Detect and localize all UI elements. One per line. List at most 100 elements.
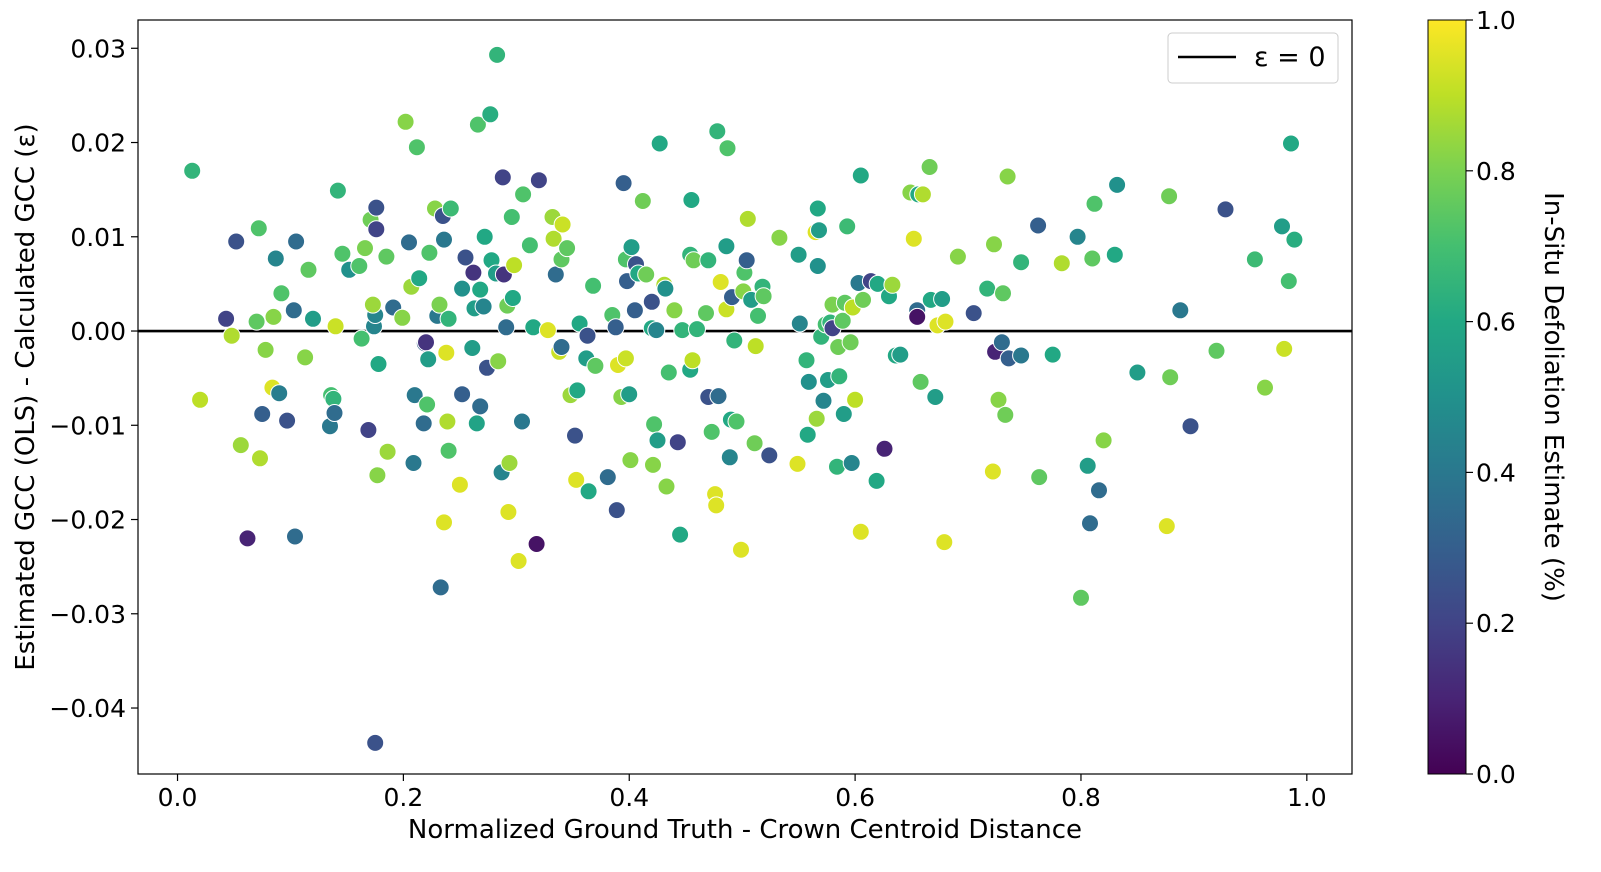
data-point-150 [642, 292, 661, 311]
data-point-35 [359, 421, 378, 439]
data-point-148 [644, 455, 662, 474]
data-point-10 [253, 405, 272, 423]
colorbar: 0.0 0.2 0.4 0.6 0.8 1.0 In-Situ Defoliation E… [1427, 6, 1568, 789]
data-point-256 [983, 462, 1002, 481]
data-point-19 [286, 527, 304, 546]
data-point-141 [622, 238, 641, 257]
data-point-60 [419, 350, 438, 369]
data-point-64 [430, 295, 449, 314]
data-point-268 [1030, 468, 1049, 487]
data-point-55 [410, 269, 429, 288]
data-point-210 [814, 391, 833, 410]
data-point-58 [417, 333, 435, 352]
data-point-283 [1160, 187, 1179, 206]
data-point-251 [935, 533, 954, 552]
data-point-276 [1085, 194, 1104, 213]
data-point-28 [326, 317, 345, 336]
data-point-140 [621, 451, 640, 470]
data-point-69 [437, 343, 456, 362]
data-point-279 [1105, 245, 1124, 264]
data-point-16 [272, 284, 291, 303]
x-tick-label-0: 0.0 [158, 783, 198, 812]
data-point-203 [799, 372, 818, 391]
data-point-189 [738, 209, 757, 228]
data-point-21 [296, 348, 315, 367]
data-point-104 [513, 412, 531, 431]
data-point-146 [637, 265, 656, 284]
data-point-56 [414, 414, 433, 433]
data-point-91 [488, 45, 507, 64]
data-point-72 [439, 441, 458, 460]
data-point-32 [350, 257, 369, 275]
data-point-127 [584, 276, 603, 295]
data-point-109 [529, 171, 548, 190]
data-point-0 [183, 161, 202, 180]
data-point-149 [645, 415, 664, 434]
colorbar-label: In-Situ Defoliation Estimate (%) [1538, 192, 1568, 602]
data-point-17 [278, 411, 297, 430]
data-point-129 [598, 468, 617, 487]
data-point-288 [1216, 200, 1235, 219]
data-point-29 [328, 181, 347, 200]
y-tick-label-0: 0.03 [70, 34, 126, 63]
legend-box [1167, 32, 1339, 84]
data-point-159 [668, 433, 687, 452]
data-point-216 [828, 457, 846, 476]
data-point-3 [222, 326, 241, 345]
data-point-252 [936, 312, 955, 331]
data-point-157 [659, 363, 678, 382]
data-point-164 [682, 191, 701, 209]
data-point-272 [1072, 588, 1090, 607]
data-point-50 [400, 233, 418, 252]
data-point-289 [1245, 250, 1264, 269]
data-point-165 [683, 351, 702, 370]
data-point-174 [708, 122, 727, 141]
data-point-293 [1279, 272, 1298, 291]
x-tick-label-2: 0.4 [609, 783, 649, 812]
data-point-52 [404, 454, 423, 472]
data-point-67 [435, 230, 453, 249]
data-point-152 [648, 431, 667, 450]
x-tick-label-1: 0.2 [384, 783, 424, 812]
colorbar-ticks: 0.0 0.2 0.4 0.6 0.8 1.0 [1466, 6, 1516, 789]
colorbar-tick-label-0: 0.0 [1476, 760, 1516, 789]
data-point-208 [810, 221, 828, 240]
legend: ε = 0 [1167, 32, 1339, 84]
data-point-53 [405, 386, 424, 405]
data-point-81 [467, 414, 486, 433]
data-point-200 [790, 314, 809, 333]
data-point-59 [418, 395, 437, 414]
data-point-291 [1273, 217, 1291, 236]
plot-area [137, 19, 1353, 775]
colorbar-gradient [1427, 19, 1467, 775]
data-point-273 [1078, 456, 1097, 475]
data-point-185 [732, 540, 750, 559]
data-point-128 [586, 356, 605, 375]
data-point-40 [367, 220, 386, 239]
data-point-18 [284, 301, 303, 320]
data-point-198 [788, 454, 807, 473]
data-point-92 [489, 352, 508, 371]
data-point-113 [546, 265, 565, 284]
data-point-295 [1285, 230, 1304, 249]
data-point-244 [911, 372, 930, 391]
data-point-99 [500, 454, 519, 472]
data-point-230 [854, 290, 872, 309]
data-point-117 [553, 215, 572, 234]
data-point-234 [875, 439, 894, 458]
x-tick-label-5: 1.0 [1287, 783, 1327, 812]
data-point-8 [249, 219, 268, 238]
data-point-118 [558, 239, 577, 258]
data-point-76 [453, 385, 472, 404]
data-point-84 [471, 397, 490, 416]
data-point-48 [393, 308, 412, 327]
data-point-205 [807, 409, 826, 428]
data-point-236 [883, 275, 902, 294]
data-point-153 [650, 134, 669, 153]
data-point-132 [607, 501, 626, 520]
data-point-240 [904, 229, 923, 248]
data-point-131 [606, 318, 625, 337]
data-point-287 [1207, 341, 1226, 360]
data-point-265 [1012, 253, 1031, 272]
data-point-232 [867, 471, 886, 490]
